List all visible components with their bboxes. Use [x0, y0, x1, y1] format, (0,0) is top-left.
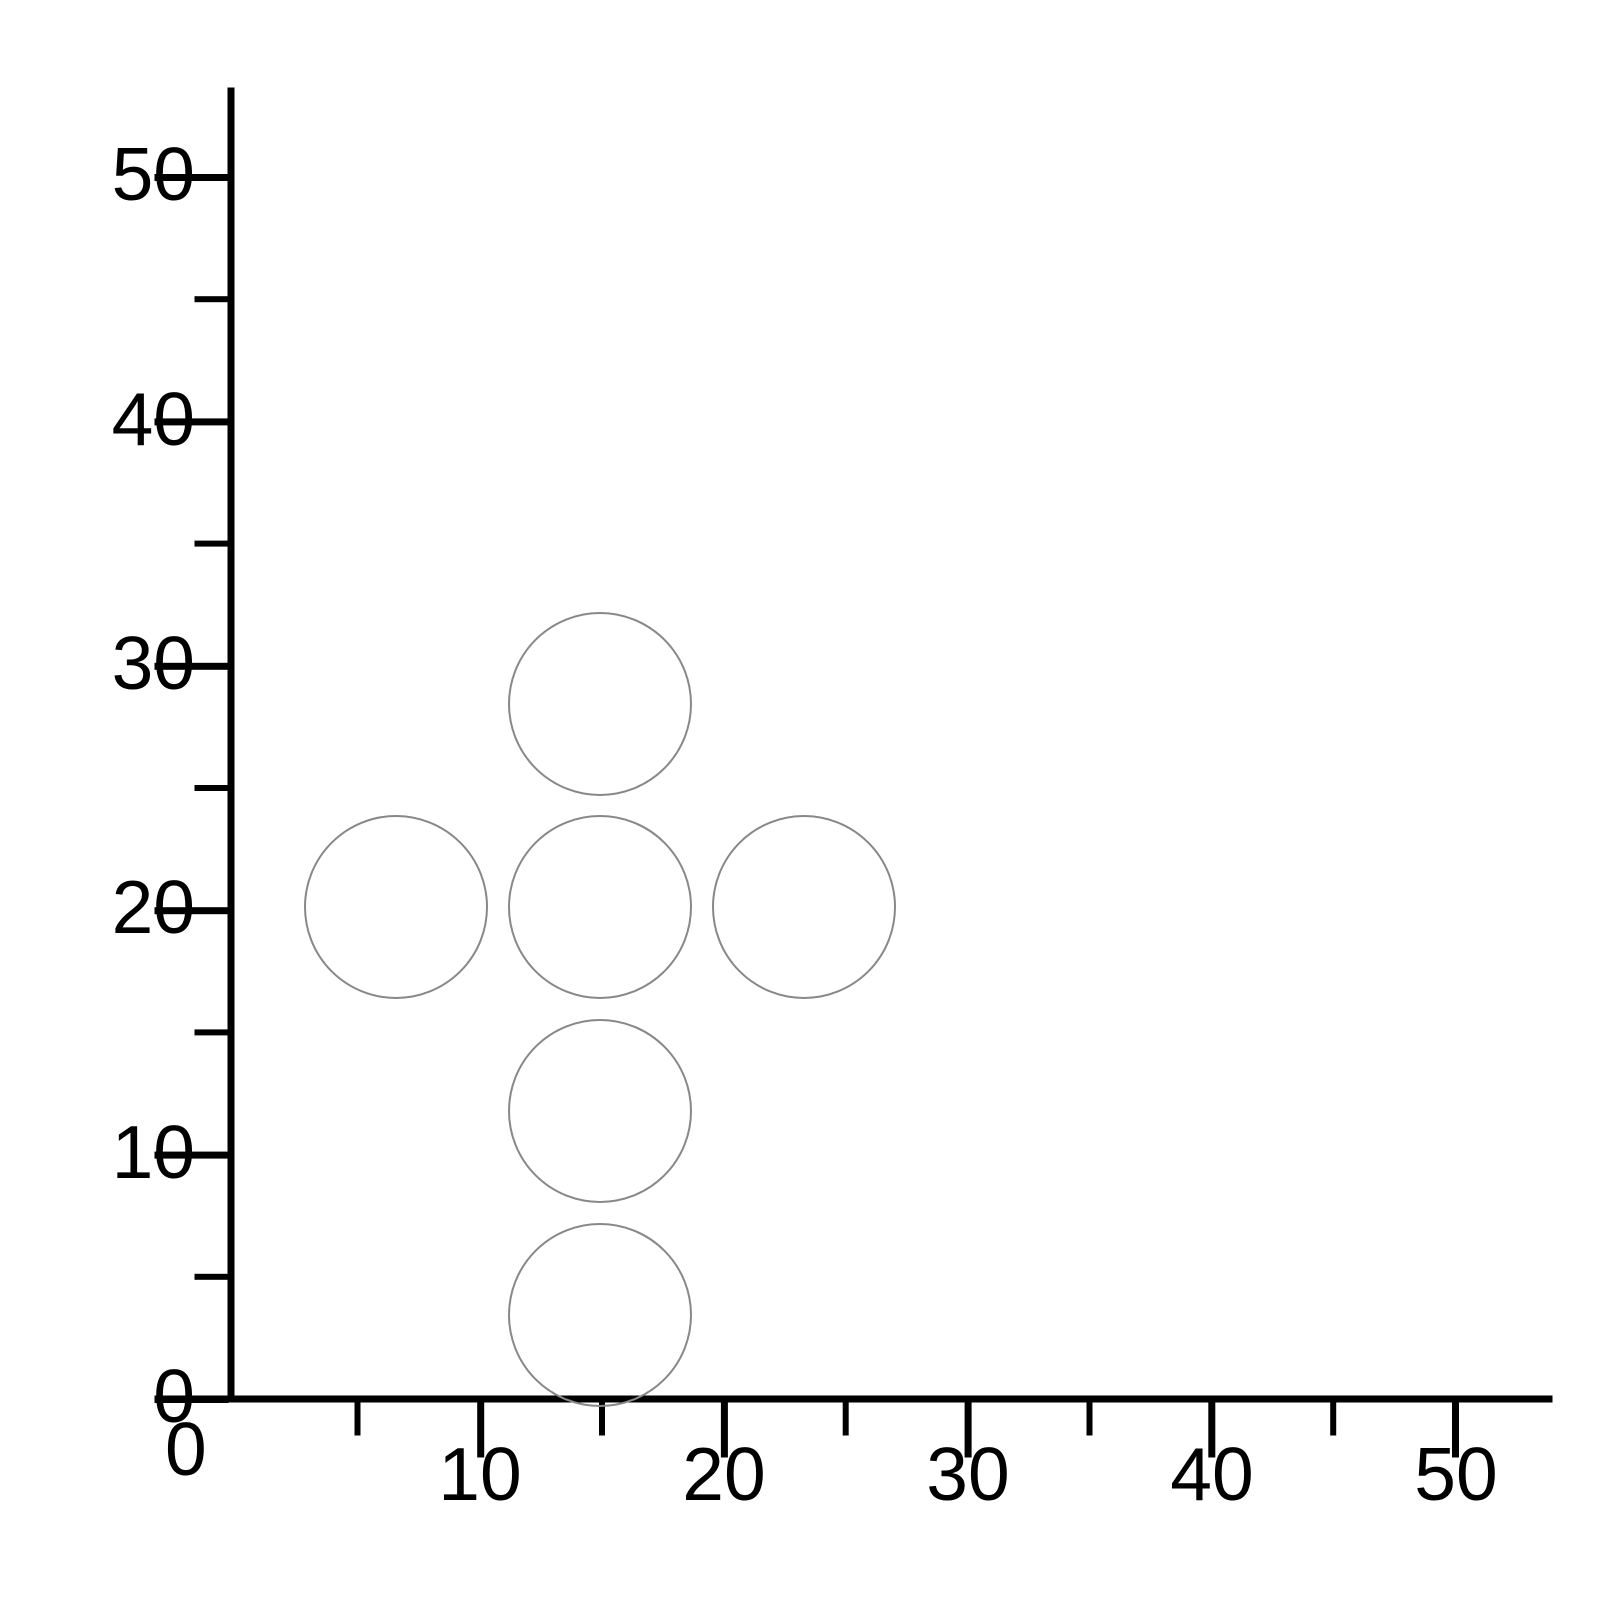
svg-text:40: 40 — [112, 377, 195, 461]
svg-text:40: 40 — [1170, 1432, 1253, 1516]
svg-text:20: 20 — [682, 1432, 765, 1516]
svg-text:30: 30 — [112, 621, 195, 705]
svg-text:30: 30 — [926, 1432, 1009, 1516]
svg-text:10: 10 — [112, 1110, 195, 1194]
svg-text:20: 20 — [112, 865, 195, 949]
svg-text:10: 10 — [438, 1432, 521, 1516]
svg-text:50: 50 — [1414, 1432, 1497, 1516]
svg-text:0: 0 — [165, 1407, 207, 1491]
svg-text:50: 50 — [112, 132, 195, 216]
